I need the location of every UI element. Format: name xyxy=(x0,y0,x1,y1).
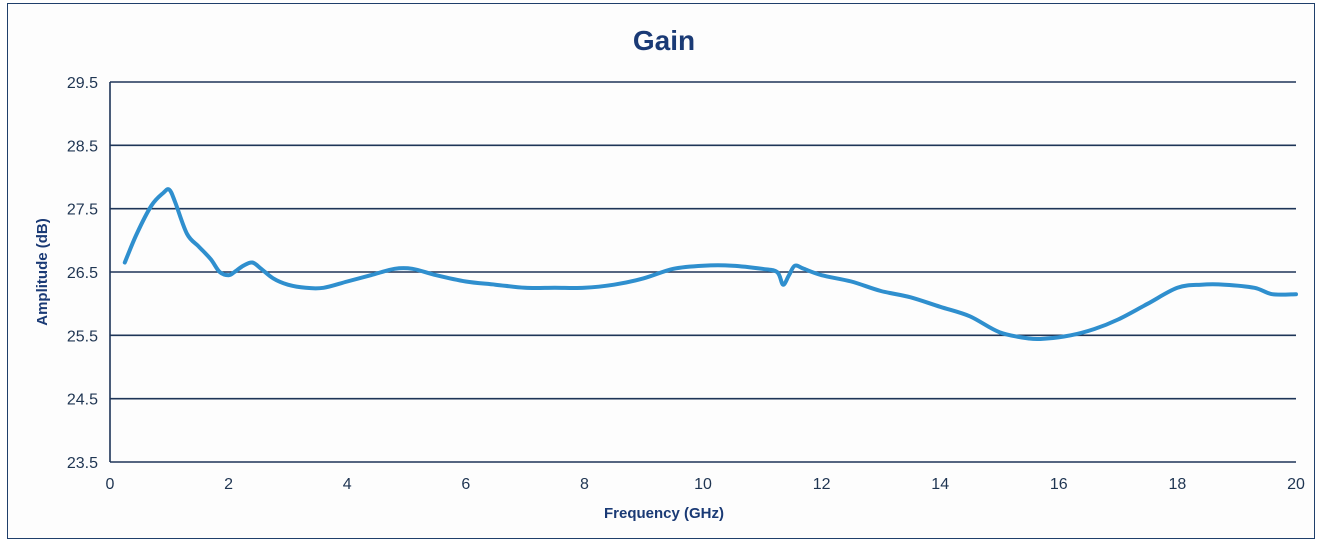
chart-title: Gain xyxy=(633,25,695,56)
x-tick-labels: 0 2 4 6 8 10 12 14 16 18 20 xyxy=(106,476,1305,493)
x-tick-label: 8 xyxy=(580,476,589,493)
x-tick-label: 2 xyxy=(224,476,233,493)
x-tick-label: 10 xyxy=(694,476,712,493)
y-tick-label: 25.5 xyxy=(67,328,98,345)
gain-series-line xyxy=(122,187,1298,342)
y-tick-labels: 29.5 28.5 27.5 26.5 25.5 24.5 23.5 xyxy=(67,75,98,472)
x-tick-label: 6 xyxy=(461,476,470,493)
y-tick-label: 29.5 xyxy=(67,75,98,92)
y-tick-label: 23.5 xyxy=(67,455,98,472)
y-tick-label: 27.5 xyxy=(67,202,98,219)
y-tick-label: 24.5 xyxy=(67,392,98,409)
x-tick-label: 18 xyxy=(1169,476,1187,493)
grid-lines xyxy=(110,81,1296,463)
x-tick-label: 12 xyxy=(813,476,831,493)
x-axis-label: Frequency (GHz) xyxy=(604,505,724,522)
x-tick-label: 4 xyxy=(343,476,352,493)
x-tick-label: 20 xyxy=(1287,476,1305,493)
x-tick-label: 14 xyxy=(931,476,949,493)
x-tick-label: 0 xyxy=(106,476,115,493)
y-tick-label: 26.5 xyxy=(67,265,98,282)
y-axis-label: Amplitude (dB) xyxy=(34,218,51,325)
x-tick-label: 16 xyxy=(1050,476,1068,493)
y-tick-label: 28.5 xyxy=(67,138,98,155)
